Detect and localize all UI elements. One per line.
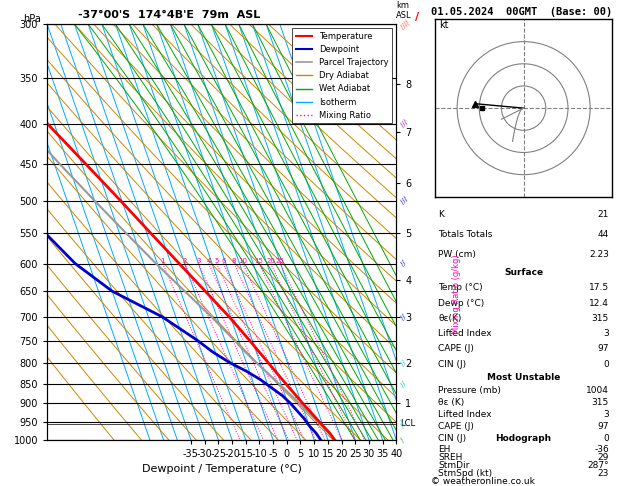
Text: Pressure (mb): Pressure (mb) [438, 385, 501, 395]
Text: 315: 315 [592, 314, 609, 323]
Text: //: // [399, 260, 407, 267]
Text: Temp (°C): Temp (°C) [438, 283, 483, 292]
Text: 25: 25 [276, 258, 284, 263]
Text: θε(K): θε(K) [438, 314, 462, 323]
Text: © weatheronline.co.uk: © weatheronline.co.uk [431, 477, 535, 486]
Text: CIN (J): CIN (J) [438, 360, 467, 369]
Text: //: // [399, 359, 407, 366]
Text: ///: /// [399, 119, 409, 128]
Text: 20: 20 [266, 258, 276, 263]
X-axis label: Dewpoint / Temperature (°C): Dewpoint / Temperature (°C) [142, 465, 302, 474]
Text: Most Unstable: Most Unstable [487, 373, 560, 382]
Text: 4: 4 [206, 258, 211, 263]
Text: ///: /// [399, 196, 409, 205]
Text: 97: 97 [598, 345, 609, 353]
Text: StmDir: StmDir [438, 461, 470, 470]
Text: Dewp (°C): Dewp (°C) [438, 298, 484, 308]
Text: θε (K): θε (K) [438, 398, 465, 407]
Text: km
ASL: km ASL [396, 1, 412, 20]
Text: 1: 1 [160, 258, 165, 263]
Text: 3: 3 [603, 329, 609, 338]
Text: Lifted Index: Lifted Index [438, 410, 492, 419]
Text: Totals Totals: Totals Totals [438, 230, 493, 239]
Text: 0: 0 [603, 360, 609, 369]
Text: CAPE (J): CAPE (J) [438, 345, 474, 353]
Text: 01.05.2024  00GMT  (Base: 00): 01.05.2024 00GMT (Base: 00) [431, 7, 612, 17]
Text: hPa: hPa [23, 14, 41, 24]
Text: 5: 5 [214, 258, 219, 263]
Text: /: / [399, 419, 405, 425]
Text: CIN (J): CIN (J) [438, 434, 467, 443]
Text: LCL: LCL [400, 419, 415, 429]
Text: //: // [399, 313, 407, 321]
Text: 6: 6 [221, 258, 226, 263]
Text: EH: EH [438, 445, 450, 454]
Text: /: / [399, 423, 405, 429]
Text: 12.4: 12.4 [589, 298, 609, 308]
Text: 21: 21 [598, 210, 609, 219]
Text: /: / [415, 12, 419, 22]
Text: -36: -36 [594, 445, 609, 454]
Text: //: // [399, 380, 407, 387]
Text: StmSpd (kt): StmSpd (kt) [438, 469, 493, 478]
Text: 10: 10 [238, 258, 247, 263]
Text: PW (cm): PW (cm) [438, 250, 476, 259]
Text: 29: 29 [598, 453, 609, 462]
Text: 1004: 1004 [586, 385, 609, 395]
Text: Mixing Ratio (g/kg): Mixing Ratio (g/kg) [452, 255, 460, 334]
Text: ////: //// [399, 19, 410, 30]
Text: 17.5: 17.5 [589, 283, 609, 292]
Text: 287°: 287° [587, 461, 609, 470]
Text: -37°00'S  174°4B'E  79m  ASL: -37°00'S 174°4B'E 79m ASL [78, 10, 260, 20]
Text: 97: 97 [598, 422, 609, 431]
Text: 44: 44 [598, 230, 609, 239]
Text: /: / [399, 437, 405, 443]
Text: 2: 2 [182, 258, 187, 263]
Text: CAPE (J): CAPE (J) [438, 422, 474, 431]
Text: 3: 3 [196, 258, 201, 263]
Text: 2.23: 2.23 [589, 250, 609, 259]
Text: 23: 23 [598, 469, 609, 478]
Text: Lifted Index: Lifted Index [438, 329, 492, 338]
Text: SREH: SREH [438, 453, 463, 462]
Text: 8: 8 [232, 258, 237, 263]
Text: kt: kt [440, 20, 449, 30]
Text: 0: 0 [603, 434, 609, 443]
Legend: Temperature, Dewpoint, Parcel Trajectory, Dry Adiabat, Wet Adiabat, Isotherm, Mi: Temperature, Dewpoint, Parcel Trajectory… [292, 29, 392, 123]
Text: K: K [438, 210, 444, 219]
Text: 15: 15 [255, 258, 264, 263]
Text: 3: 3 [603, 410, 609, 419]
Text: Hodograph: Hodograph [496, 434, 552, 443]
Text: 315: 315 [592, 398, 609, 407]
Text: Surface: Surface [504, 268, 543, 277]
